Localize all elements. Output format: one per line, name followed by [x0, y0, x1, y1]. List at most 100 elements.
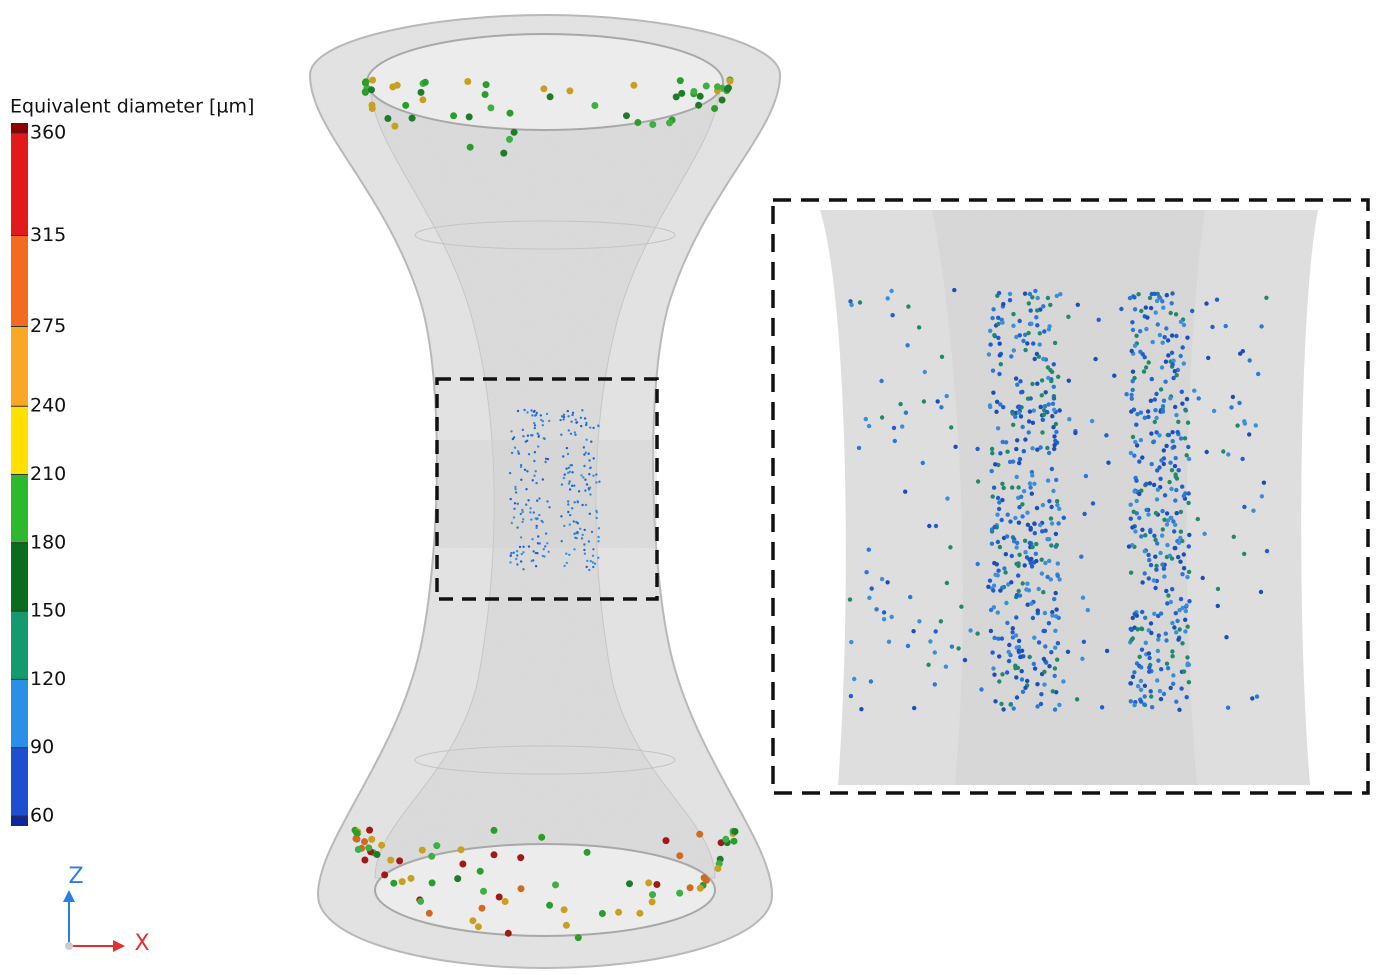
- pore: [1046, 296, 1050, 300]
- pore: [998, 451, 1002, 455]
- pore: [353, 829, 360, 836]
- colorbar-tick-label: 275: [30, 315, 66, 337]
- pore: [1023, 437, 1027, 441]
- pore: [1019, 414, 1023, 418]
- pore: [1143, 684, 1147, 688]
- pore: [1136, 627, 1140, 631]
- pore: [1176, 420, 1180, 424]
- pore: [522, 546, 524, 548]
- pore: [522, 435, 524, 437]
- pore: [1046, 376, 1050, 380]
- pore: [1179, 510, 1183, 514]
- pore: [1049, 516, 1053, 520]
- pore: [1146, 409, 1150, 413]
- pore: [1130, 525, 1134, 529]
- pore: [1177, 468, 1181, 472]
- pore: [480, 888, 487, 895]
- pore: [596, 517, 598, 519]
- pore: [537, 445, 539, 447]
- pore: [1161, 409, 1165, 413]
- pore: [1029, 526, 1033, 530]
- pore: [1056, 574, 1060, 578]
- pore: [1182, 323, 1186, 327]
- pore: [1056, 375, 1060, 379]
- pore: [513, 508, 515, 510]
- pore: [1150, 292, 1154, 296]
- pore: [583, 543, 585, 545]
- pore: [1187, 544, 1191, 548]
- pore: [1202, 532, 1206, 536]
- pore: [1028, 481, 1032, 485]
- pore: [944, 665, 948, 669]
- pore: [1015, 475, 1019, 479]
- pore: [1021, 339, 1025, 343]
- pore: [1022, 489, 1026, 493]
- pore: [510, 552, 512, 554]
- pore: [369, 77, 376, 84]
- pore: [1169, 600, 1173, 604]
- pore: [1119, 307, 1123, 311]
- pore: [1169, 516, 1173, 520]
- pore: [1164, 589, 1168, 593]
- pore: [1167, 433, 1171, 437]
- pore: [517, 410, 519, 412]
- pore: [649, 898, 656, 905]
- pore: [1140, 528, 1144, 532]
- pore: [1009, 580, 1013, 584]
- pore: [1176, 555, 1180, 559]
- colorbar: Equivalent diameter [µm] 360315275240210…: [10, 96, 254, 827]
- pore: [1182, 669, 1186, 673]
- pore: [514, 488, 516, 490]
- pore: [864, 570, 868, 574]
- pore: [1156, 322, 1160, 326]
- pore: [1030, 473, 1034, 477]
- pore: [1174, 334, 1178, 338]
- pore: [580, 417, 582, 419]
- pore: [990, 650, 994, 654]
- pore: [995, 562, 999, 566]
- pore: [522, 568, 524, 570]
- pore: [998, 545, 1002, 549]
- pore: [1143, 694, 1147, 698]
- pore: [1035, 506, 1039, 510]
- pore: [1015, 383, 1019, 387]
- colorbar-tick-label: 360: [30, 122, 66, 144]
- pore: [995, 513, 999, 517]
- pore: [583, 446, 585, 448]
- pore: [1160, 509, 1164, 513]
- pore: [1008, 460, 1012, 464]
- pore: [1028, 292, 1032, 296]
- pore: [592, 427, 594, 429]
- pore: [514, 486, 516, 488]
- pore: [976, 562, 980, 566]
- pore: [560, 515, 562, 517]
- pore: [575, 934, 582, 941]
- pore: [467, 144, 474, 151]
- pore: [1152, 483, 1156, 487]
- pore: [510, 554, 512, 556]
- pore: [1164, 326, 1168, 330]
- pore: [581, 409, 583, 411]
- pore: [1206, 356, 1210, 360]
- pore: [1144, 305, 1148, 309]
- pore: [450, 112, 457, 119]
- pore: [520, 464, 522, 466]
- pore: [387, 857, 394, 864]
- pore: [997, 679, 1001, 683]
- pore: [1006, 513, 1010, 517]
- pore: [1001, 440, 1005, 444]
- pore: [1014, 376, 1018, 380]
- pore: [534, 424, 536, 426]
- pore: [1015, 438, 1019, 442]
- pore: [528, 545, 530, 547]
- pore: [1047, 499, 1051, 503]
- pore: [1076, 303, 1080, 307]
- pore: [1025, 555, 1029, 559]
- pore: [1084, 474, 1088, 478]
- pore: [1043, 529, 1047, 533]
- pore: [1023, 348, 1027, 352]
- pore: [1160, 299, 1164, 303]
- pore: [1164, 360, 1168, 364]
- pore: [848, 597, 852, 601]
- pore: [1139, 410, 1143, 414]
